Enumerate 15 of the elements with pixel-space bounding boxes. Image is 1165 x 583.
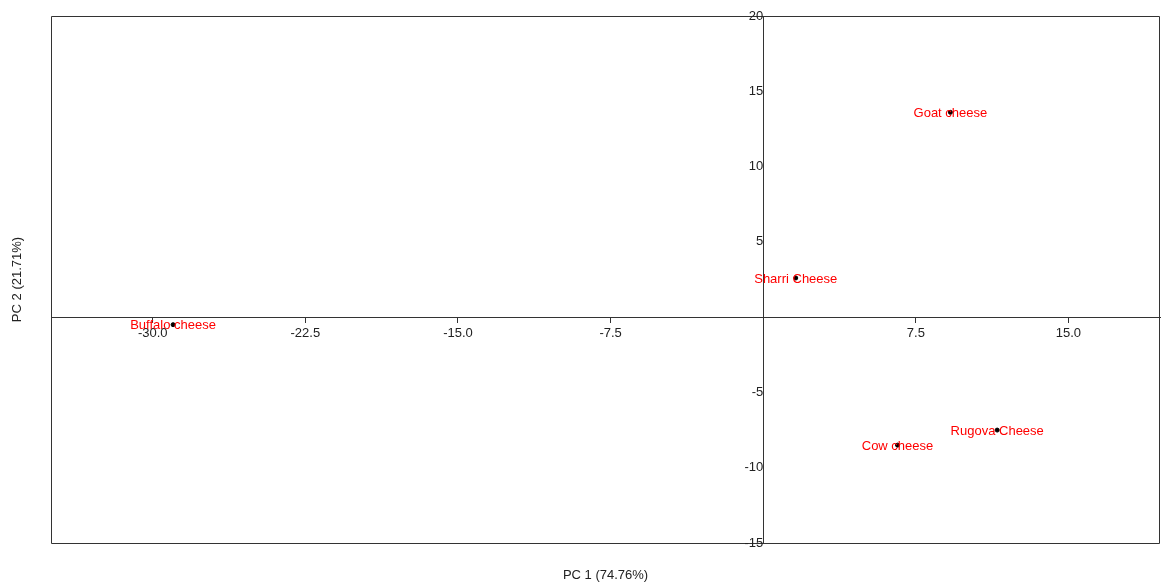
y-tick-label: 15 xyxy=(748,82,764,98)
data-label: Cow cheese xyxy=(861,437,934,453)
data-label: Goat cheese xyxy=(913,104,988,120)
x-tick-label: 15.0 xyxy=(1055,324,1082,340)
y-tick-label: 5 xyxy=(755,233,764,249)
x-tick-label: 7.5 xyxy=(906,324,925,340)
y-tick-label: -10 xyxy=(744,459,764,475)
y-axis-title: PC 2 (21.71%) xyxy=(8,236,24,323)
y-tick-label: 10 xyxy=(748,158,764,174)
x-tick-label: -7.5 xyxy=(599,324,622,340)
x-tick-label: -15.0 xyxy=(443,324,473,340)
data-label: Rugova Cheese xyxy=(950,422,1044,438)
y-tick-label: -5 xyxy=(751,384,764,400)
x-tick-label: -22.5 xyxy=(290,324,321,340)
x-axis-title: PC 1 (74.76%) xyxy=(562,566,649,582)
